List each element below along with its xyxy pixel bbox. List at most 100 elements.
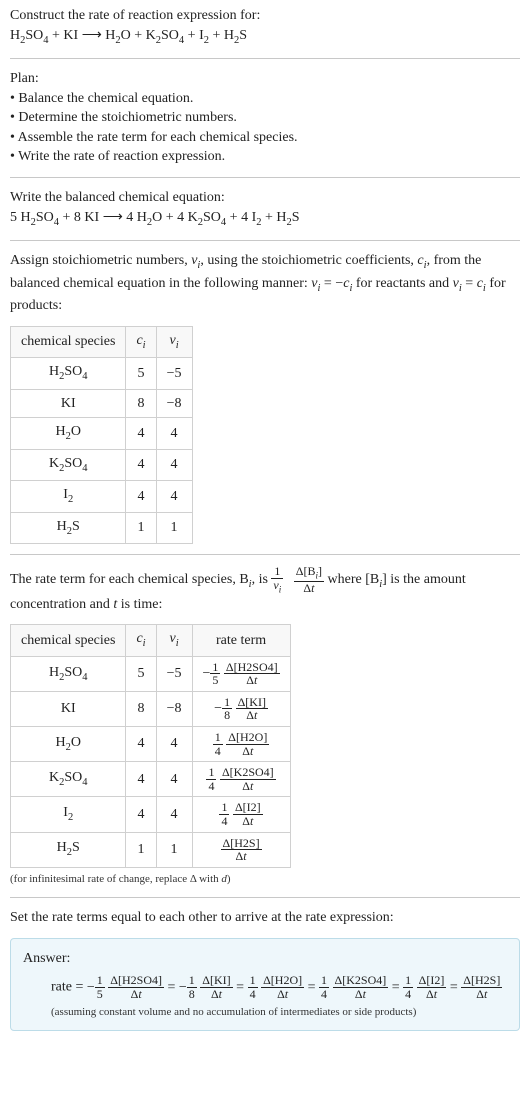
table-row: K2SO44414 Δ[K2SO4]Δt	[11, 762, 291, 797]
delta-frac: Δ[H2SO4]Δt	[224, 661, 280, 687]
delta-frac: Δ[H2O]Δt	[226, 731, 269, 757]
cell-ci: 4	[126, 449, 156, 480]
frac-den: νi	[271, 579, 283, 595]
col-rate: rate term	[192, 625, 290, 656]
rate-delta-frac: Δ[Bi] Δt	[294, 565, 324, 594]
cell-rate: 14 Δ[H2O]Δt	[192, 727, 290, 762]
col-vi: νi	[156, 326, 192, 357]
cell-vi: −5	[156, 656, 192, 691]
cell-vi: 1	[156, 832, 192, 867]
plan-block: Plan: Balance the chemical equation. Det…	[10, 69, 520, 167]
answer-footnote: (assuming constant volume and no accumul…	[23, 1005, 507, 1020]
answer-box: Answer: rate = −15 Δ[H2SO4]Δt = −18 Δ[KI…	[10, 938, 520, 1031]
rate-body: H2SO45−5−15 Δ[H2SO4]ΔtKI8−8−18 Δ[KI]ΔtH2…	[11, 656, 291, 867]
col-ci: ci	[126, 625, 156, 656]
table-row: H2SO45−5−15 Δ[H2SO4]Δt	[11, 656, 291, 691]
cell-species: H2SO4	[11, 358, 126, 389]
separator	[10, 58, 520, 59]
frac-den: Δt	[294, 582, 324, 595]
table-row: I244	[11, 481, 193, 512]
set-equal-text: Set the rate terms equal to each other t…	[10, 908, 520, 928]
answer-terms: −15 Δ[H2SO4]Δt = −18 Δ[KI]Δt = 14 Δ[H2O]…	[87, 980, 502, 995]
cell-ci: 1	[126, 512, 156, 543]
balanced-equation: 5 H2SO4 + 8 KI ⟶ 4 H2O + 4 K2SO4 + 4 I2 …	[10, 208, 520, 230]
table-row: H2S11	[11, 512, 193, 543]
coef-frac: 14	[213, 731, 223, 757]
cell-rate: Δ[H2S]Δt	[192, 832, 290, 867]
rate-table-note: (for infinitesimal rate of change, repla…	[10, 872, 520, 887]
frac-num: 1	[271, 565, 283, 579]
cell-ci: 4	[126, 762, 156, 797]
table-row: H2SO45−5	[11, 358, 193, 389]
cell-ci: 5	[126, 656, 156, 691]
plan-item: Determine the stoichiometric numbers.	[10, 108, 520, 128]
table-row: H2S11Δ[H2S]Δt	[11, 832, 291, 867]
intro-line: Construct the rate of reaction expressio…	[10, 6, 520, 26]
delta-frac: Δ[H2S]Δt	[221, 837, 262, 863]
cell-vi: −8	[156, 691, 192, 726]
separator	[10, 554, 520, 555]
coef-frac: 14	[219, 801, 229, 827]
table-row: K2SO444	[11, 449, 193, 480]
cell-ci: 1	[126, 832, 156, 867]
cell-ci: 5	[126, 358, 156, 389]
cell-species: H2O	[11, 418, 126, 449]
stoich-table: chemical species ci νi H2SO45−5KI8−8H2O4…	[10, 326, 193, 545]
cell-species: H2SO4	[11, 656, 126, 691]
table-row: KI8−8−18 Δ[KI]Δt	[11, 691, 291, 726]
balanced-title: Write the balanced chemical equation:	[10, 188, 520, 208]
cell-vi: 4	[156, 797, 192, 832]
table-row: H2O44	[11, 418, 193, 449]
stoich-body: H2SO45−5KI8−8H2O44K2SO444I244H2S11	[11, 358, 193, 544]
plan-item: Write the rate of reaction expression.	[10, 147, 520, 167]
cell-vi: 4	[156, 727, 192, 762]
answer-label: Answer:	[23, 949, 507, 969]
separator	[10, 897, 520, 898]
cell-vi: 4	[156, 449, 192, 480]
cell-species: I2	[11, 797, 126, 832]
cell-species: K2SO4	[11, 449, 126, 480]
cell-species: H2S	[11, 832, 126, 867]
cell-ci: 4	[126, 797, 156, 832]
col-ci: ci	[126, 326, 156, 357]
cell-vi: 1	[156, 512, 192, 543]
assign-text: Assign stoichiometric numbers, νi, using…	[10, 251, 520, 316]
separator	[10, 240, 520, 241]
table-header-row: chemical species ci νi	[11, 326, 193, 357]
plan-title: Plan:	[10, 69, 520, 89]
cell-vi: −8	[156, 389, 192, 418]
rate-coef-frac: 1 νi	[271, 565, 283, 594]
cell-rate: 14 Δ[K2SO4]Δt	[192, 762, 290, 797]
cell-vi: 4	[156, 418, 192, 449]
delta-frac: Δ[I2]Δt	[233, 801, 263, 827]
cell-ci: 8	[126, 691, 156, 726]
answer-prefix: rate =	[51, 980, 87, 995]
rate-intro: The rate term for each chemical species,…	[10, 565, 520, 614]
col-vi: νi	[156, 625, 192, 656]
plan-item: Balance the chemical equation.	[10, 89, 520, 109]
frac-num: Δ[Bi]	[294, 565, 324, 582]
col-species: chemical species	[11, 326, 126, 357]
table-row: KI8−8	[11, 389, 193, 418]
delta-frac: Δ[KI]Δt	[236, 696, 268, 722]
plan-list: Balance the chemical equation. Determine…	[10, 89, 520, 167]
cell-rate: −18 Δ[KI]Δt	[192, 691, 290, 726]
cell-ci: 8	[126, 389, 156, 418]
coef-frac: 18	[222, 696, 232, 722]
table-header-row: chemical species ci νi rate term	[11, 625, 291, 656]
answer-expression: rate = −15 Δ[H2SO4]Δt = −18 Δ[KI]Δt = 14…	[23, 974, 507, 1000]
cell-ci: 4	[126, 418, 156, 449]
col-species: chemical species	[11, 625, 126, 656]
coef-frac: 14	[206, 766, 216, 792]
cell-vi: 4	[156, 762, 192, 797]
cell-ci: 4	[126, 727, 156, 762]
cell-species: H2O	[11, 727, 126, 762]
separator	[10, 177, 520, 178]
intro-block: Construct the rate of reaction expressio…	[10, 6, 520, 48]
cell-rate: −15 Δ[H2SO4]Δt	[192, 656, 290, 691]
cell-species: K2SO4	[11, 762, 126, 797]
plan-item: Assemble the rate term for each chemical…	[10, 128, 520, 148]
cell-ci: 4	[126, 481, 156, 512]
cell-species: I2	[11, 481, 126, 512]
table-row: I24414 Δ[I2]Δt	[11, 797, 291, 832]
